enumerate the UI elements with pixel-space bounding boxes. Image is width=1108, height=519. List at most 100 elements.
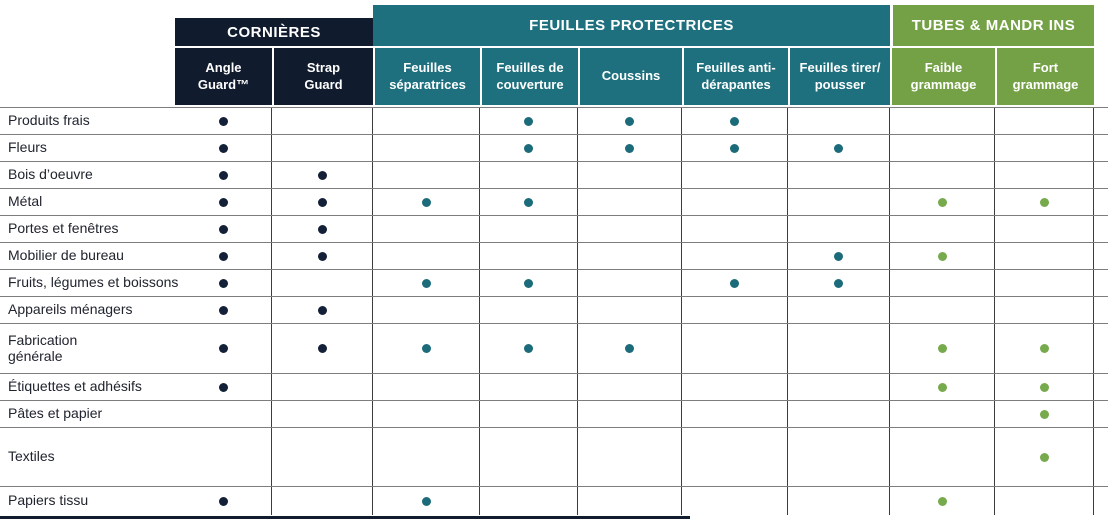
matrix-cell: [175, 216, 272, 242]
table-row: Métal: [0, 188, 1108, 215]
column-header-8: Fort grammage: [995, 48, 1094, 105]
matrix-dot: [524, 197, 533, 207]
column-header-0: Angle Guard™: [175, 48, 272, 105]
matrix-cell: [373, 374, 480, 400]
matrix-dot: [524, 344, 533, 353]
matrix-cell: [175, 270, 272, 296]
matrix-dot: [218, 224, 228, 234]
matrix-cell: [373, 401, 480, 427]
matrix-cell: [578, 401, 682, 427]
matrix-cell: [682, 270, 788, 296]
matrix-cell: [578, 135, 682, 161]
matrix-cell: [788, 401, 890, 427]
matrix-cell: [682, 374, 788, 400]
row-label: Fruits, légumes et boissons: [8, 274, 179, 291]
matrix-dot: [1039, 197, 1049, 207]
matrix-dot: [218, 170, 228, 180]
matrix-cell: [480, 487, 578, 515]
row-label: Fleurs: [8, 139, 47, 156]
matrix-cell: [788, 297, 890, 323]
matrix-cell: [272, 297, 373, 323]
column-group-header-0: CORNIÈRES: [175, 18, 373, 46]
matrix-cell: [995, 374, 1094, 400]
matrix-dot: [524, 116, 533, 126]
matrix-dot: [834, 278, 843, 288]
matrix-cell: [480, 428, 578, 486]
matrix-cell: [890, 487, 995, 515]
matrix-cell: [578, 243, 682, 269]
column-group-header-1: FEUILLES PROTECTRICES: [373, 5, 890, 46]
matrix-dot: [421, 197, 431, 207]
matrix-dot: [730, 143, 739, 153]
matrix-dot: [421, 496, 431, 506]
matrix-cell: [480, 189, 578, 215]
row-label: Appareils ménagers: [8, 301, 133, 318]
matrix-cell: [995, 297, 1094, 323]
row-label: Pâtes et papier: [8, 405, 103, 422]
matrix-cell: [890, 189, 995, 215]
matrix-cell: [682, 162, 788, 188]
table-row: Mobilier de bureau: [0, 242, 1108, 269]
matrix-cell: [890, 374, 995, 400]
matrix-cell: [682, 487, 788, 515]
matrix-cell: [890, 243, 995, 269]
table-row: Papiers tissu: [0, 486, 1108, 515]
matrix-cell: [175, 374, 272, 400]
matrix-cell: [480, 270, 578, 296]
matrix-dot: [317, 305, 327, 315]
row-label: Métal: [8, 193, 43, 210]
matrix-cell: [995, 108, 1094, 134]
row-label: Papiers tissu: [8, 492, 89, 509]
matrix-cell: [995, 401, 1094, 427]
matrix-cell: [373, 243, 480, 269]
matrix-cell: [480, 162, 578, 188]
matrix-cell: [578, 189, 682, 215]
matrix-dot: [218, 496, 228, 506]
matrix-cell: [272, 270, 373, 296]
matrix-cell: [682, 297, 788, 323]
matrix-cell: [272, 428, 373, 486]
matrix-cell: [890, 162, 995, 188]
matrix-dot: [625, 116, 634, 126]
matrix-dot: [218, 278, 228, 288]
matrix-cell: [175, 401, 272, 427]
matrix-dot: [421, 278, 431, 288]
matrix-cell: [578, 297, 682, 323]
matrix-cell: [272, 487, 373, 515]
matrix-cell: [578, 428, 682, 486]
matrix-cell: [373, 324, 480, 373]
table-row: Portes et fenêtres: [0, 215, 1108, 242]
table-row: Bois d’oeuvre: [0, 161, 1108, 188]
table-row: Fruits, légumes et boissons: [0, 269, 1108, 296]
matrix-cell: [682, 324, 788, 373]
matrix-cell: [175, 243, 272, 269]
matrix-cell: [480, 401, 578, 427]
matrix-cell: [890, 401, 995, 427]
matrix-dot: [937, 251, 947, 261]
table-row: Produits frais: [0, 107, 1108, 134]
matrix-dot: [834, 251, 843, 261]
matrix-dot: [317, 170, 327, 180]
matrix-dot: [1039, 344, 1049, 353]
matrix-dot: [317, 224, 327, 234]
table-row: Fabrication générale: [0, 323, 1108, 373]
matrix-dot: [937, 382, 947, 392]
matrix-dot: [218, 197, 228, 207]
matrix-cell: [578, 162, 682, 188]
matrix-dot: [218, 344, 228, 353]
matrix-cell: [788, 270, 890, 296]
matrix-cell: [373, 297, 480, 323]
matrix-cell: [272, 243, 373, 269]
matrix-cell: [578, 487, 682, 515]
matrix-dot: [834, 143, 843, 153]
matrix-cell: [890, 108, 995, 134]
matrix-cell: [373, 135, 480, 161]
matrix-cell: [175, 162, 272, 188]
column-header-3: Feuilles de couverture: [480, 48, 578, 105]
matrix-cell: [175, 487, 272, 515]
matrix-cell: [788, 487, 890, 515]
matrix-cell: [890, 297, 995, 323]
matrix-cell: [272, 401, 373, 427]
matrix-cell: [682, 401, 788, 427]
